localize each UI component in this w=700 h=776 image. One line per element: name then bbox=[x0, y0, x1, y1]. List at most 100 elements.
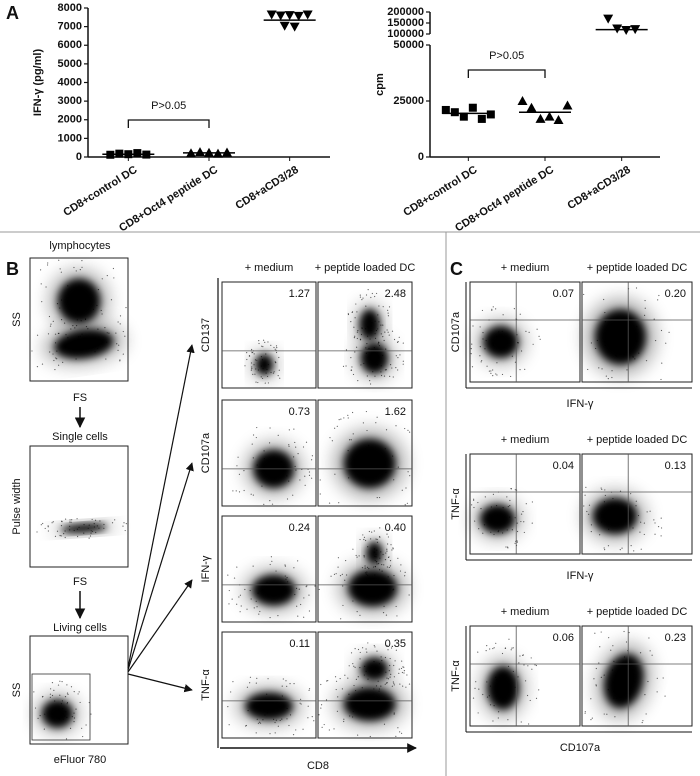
cell-dot bbox=[615, 355, 618, 357]
cell-dot bbox=[495, 642, 497, 644]
cell-dot bbox=[36, 366, 39, 368]
cell-dot bbox=[482, 331, 484, 334]
cell-dot bbox=[472, 697, 475, 699]
cell-dot bbox=[389, 657, 391, 660]
cell-dot bbox=[376, 353, 378, 355]
cell-dot bbox=[249, 682, 251, 684]
cell-dot bbox=[78, 691, 80, 693]
cell-dot bbox=[501, 532, 504, 534]
cell-dot bbox=[664, 695, 666, 697]
cell-dot bbox=[584, 712, 586, 714]
cell-dot bbox=[351, 366, 353, 368]
cell-dot bbox=[603, 674, 605, 676]
cell-dot bbox=[477, 501, 479, 504]
cell-dot bbox=[593, 678, 595, 680]
cell-dot bbox=[354, 317, 356, 319]
cell-dot bbox=[323, 723, 325, 726]
cell-dot bbox=[484, 348, 486, 350]
cell-dot bbox=[382, 553, 384, 556]
cell-dot bbox=[41, 363, 44, 365]
cell-population bbox=[360, 657, 388, 681]
cell-dot bbox=[507, 547, 509, 549]
cell-dot bbox=[654, 533, 656, 535]
panel-label: C bbox=[450, 259, 463, 279]
cell-dot bbox=[514, 489, 516, 491]
cell-dot bbox=[251, 366, 253, 368]
y-axis-label: CD107a bbox=[200, 432, 212, 473]
cell-dot bbox=[101, 278, 103, 280]
cell-dot bbox=[397, 466, 399, 468]
data-point bbox=[562, 100, 573, 110]
cell-dot bbox=[294, 593, 296, 596]
cell-dot bbox=[378, 321, 380, 323]
cell-dot bbox=[246, 352, 248, 354]
cell-dot bbox=[585, 486, 587, 488]
cell-dot bbox=[378, 535, 381, 538]
cell-dot bbox=[366, 375, 368, 377]
cell-dot bbox=[81, 260, 83, 262]
cell-dot bbox=[274, 721, 276, 724]
cell-dot bbox=[90, 341, 92, 343]
cell-dot bbox=[375, 422, 377, 424]
cell-dot bbox=[489, 648, 491, 650]
cell-dot bbox=[239, 611, 241, 613]
cell-dot bbox=[481, 359, 483, 362]
cell-dot bbox=[360, 364, 362, 366]
cell-dot bbox=[374, 667, 377, 669]
cell-dot bbox=[293, 428, 295, 430]
cell-dot bbox=[305, 441, 308, 443]
cell-dot bbox=[267, 382, 270, 384]
cell-dot bbox=[228, 589, 230, 592]
cell-dot bbox=[114, 519, 116, 521]
cell-population bbox=[487, 666, 519, 710]
cell-dot bbox=[285, 680, 287, 682]
cell-dot bbox=[384, 559, 387, 561]
cell-dot bbox=[228, 603, 230, 605]
cell-dot bbox=[380, 371, 382, 373]
cell-dot bbox=[642, 720, 644, 722]
cell-dot bbox=[402, 685, 404, 687]
cell-dot bbox=[269, 500, 271, 502]
cell-dot bbox=[501, 330, 503, 332]
cell-dot bbox=[484, 496, 486, 498]
cell-dot bbox=[611, 376, 613, 379]
cell-dot bbox=[67, 337, 69, 339]
cell-dot bbox=[358, 555, 360, 557]
cell-dot bbox=[86, 298, 88, 300]
cell-dot bbox=[254, 359, 257, 361]
cell-dot bbox=[387, 543, 389, 545]
cell-dot bbox=[518, 662, 520, 664]
cell-dot bbox=[110, 299, 113, 301]
cell-dot bbox=[391, 455, 394, 457]
cell-dot bbox=[403, 672, 405, 674]
cell-dot bbox=[113, 277, 115, 279]
cell-dot bbox=[363, 536, 366, 539]
cell-dot bbox=[366, 651, 368, 653]
y-axis-label: SS bbox=[11, 683, 23, 698]
cell-dot bbox=[636, 340, 638, 343]
density-cloud bbox=[33, 680, 92, 740]
cell-dot bbox=[354, 335, 356, 337]
cell-dot bbox=[346, 574, 348, 576]
cell-dot bbox=[629, 334, 632, 336]
cell-dot bbox=[106, 332, 108, 334]
cell-dot bbox=[64, 518, 67, 520]
cell-dot bbox=[406, 674, 408, 676]
cell-dot bbox=[348, 665, 350, 667]
cell-dot bbox=[363, 538, 365, 541]
cell-dot bbox=[536, 328, 538, 330]
cell-dot bbox=[257, 369, 259, 371]
cell-dot bbox=[615, 697, 617, 699]
cell-dot bbox=[237, 456, 239, 458]
cell-dot bbox=[108, 332, 110, 334]
quadrant-value: 0.24 bbox=[289, 522, 310, 534]
cell-dot bbox=[66, 716, 68, 719]
cell-dot bbox=[231, 598, 233, 600]
cell-dot bbox=[587, 368, 589, 371]
cell-dot bbox=[661, 362, 663, 364]
cell-dot bbox=[69, 521, 71, 523]
cell-dot bbox=[390, 647, 393, 649]
cell-dot bbox=[382, 324, 384, 326]
cell-dot bbox=[97, 288, 100, 291]
